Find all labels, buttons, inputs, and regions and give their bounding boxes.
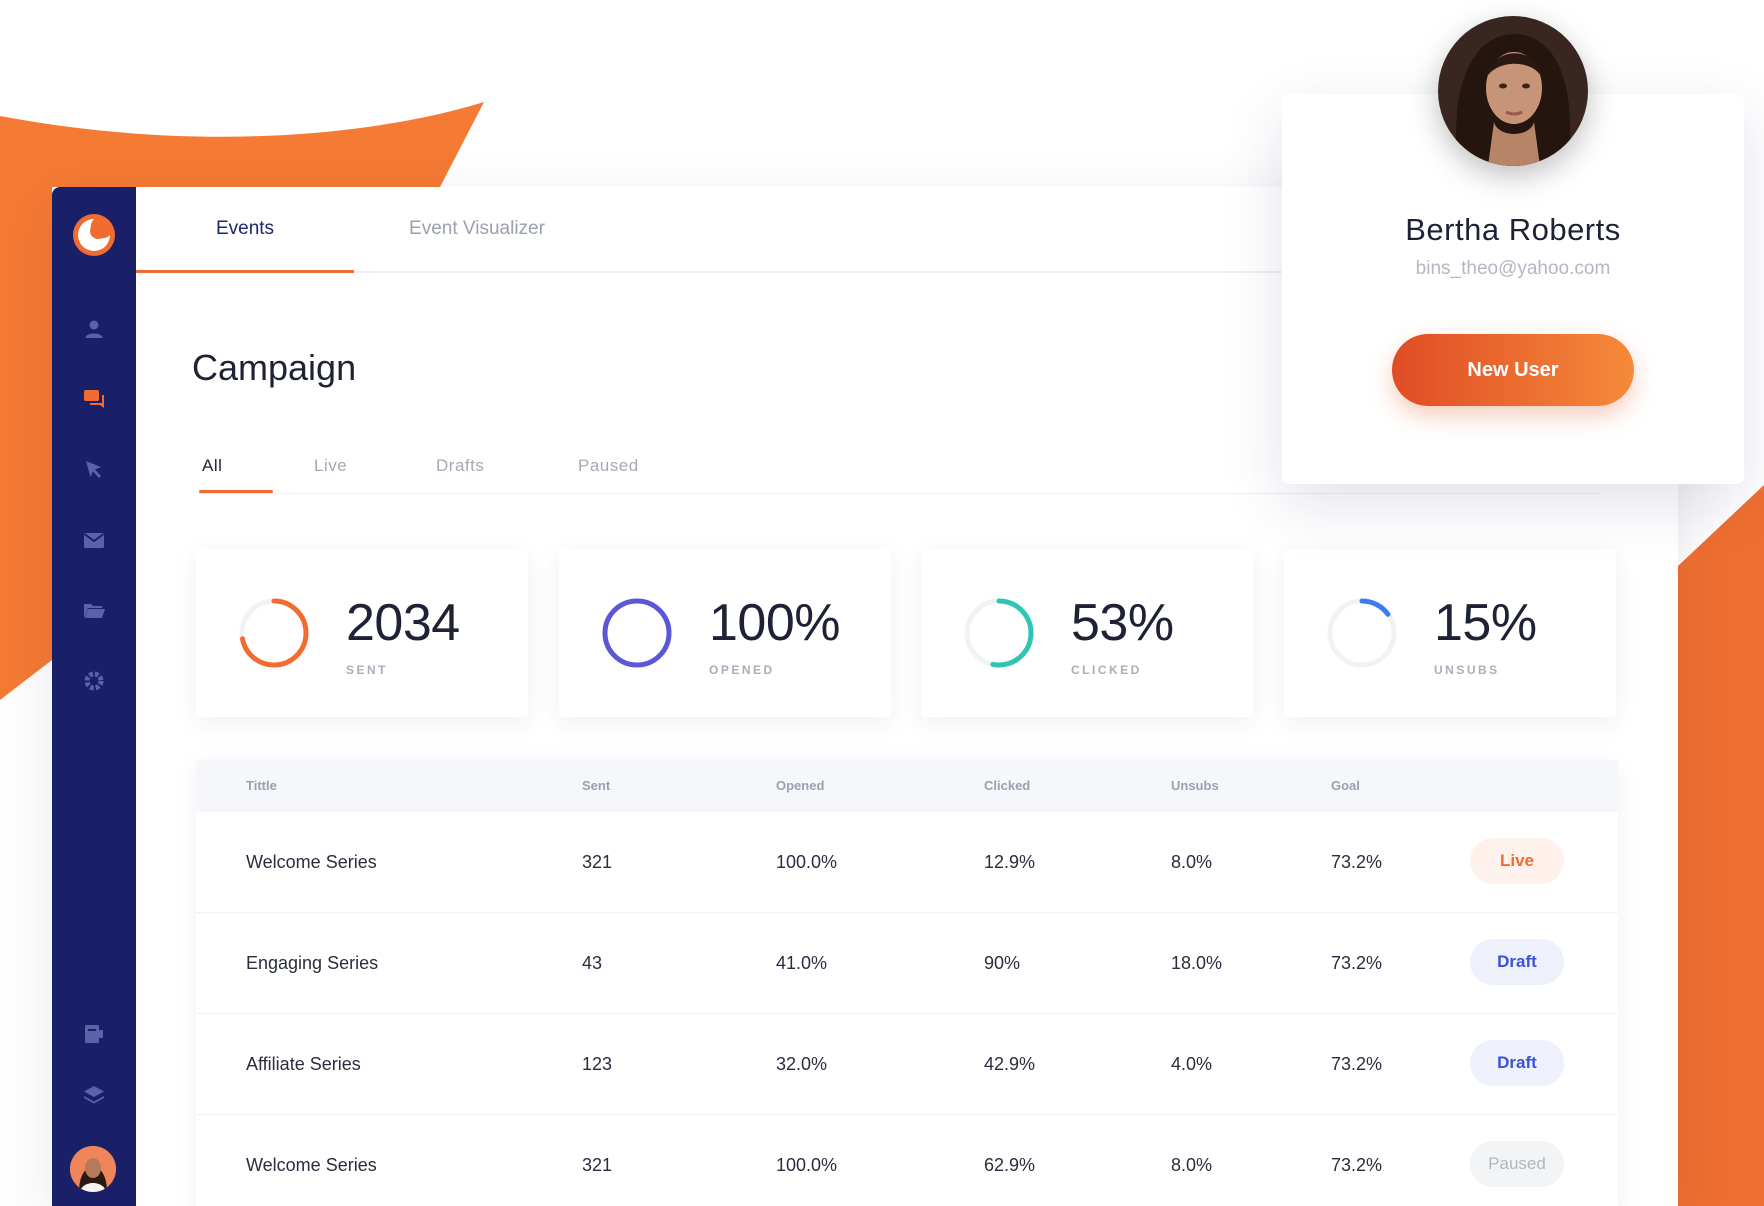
stat-label: OPENED xyxy=(709,663,775,677)
column-header-goal[interactable]: Goal xyxy=(1331,778,1360,793)
filter-paused[interactable]: Paused xyxy=(578,456,639,475)
cell-opened: 100.0% xyxy=(776,852,838,872)
page-title: Campaign xyxy=(192,347,357,388)
cell-goal: 73.2% xyxy=(1331,852,1383,872)
tab-event-visualizer[interactable]: Event Visualizer xyxy=(409,218,545,239)
progress-arc xyxy=(239,598,309,668)
cell-goal: 73.2% xyxy=(1331,1155,1383,1175)
cell-opened: 32.0% xyxy=(776,1054,828,1074)
stat-card-unsubs: 15% UNSUBS xyxy=(1284,549,1616,717)
cell-sent: 321 xyxy=(582,852,613,872)
stat-label: CLICKED xyxy=(1071,663,1142,677)
filter-live[interactable]: Live xyxy=(314,456,348,475)
gear-icon[interactable] xyxy=(74,661,114,701)
stat-value: 53% xyxy=(1071,594,1174,652)
campaign-table: Tittle Sent Opened Clicked Unsubs Goal W… xyxy=(196,760,1618,1206)
column-header-opened[interactable]: Opened xyxy=(776,778,825,793)
progress-arc xyxy=(964,598,1034,668)
progress-ring xyxy=(1327,598,1397,668)
stat-value: 100% xyxy=(709,594,841,652)
cell-sent: 321 xyxy=(582,1155,613,1175)
cell-clicked: 42.9% xyxy=(984,1054,1036,1074)
filter-drafts[interactable]: Drafts xyxy=(436,456,485,475)
column-header-sent[interactable]: Sent xyxy=(582,778,611,793)
cell-sent: 123 xyxy=(582,1054,613,1074)
sidebar xyxy=(52,187,136,1206)
status-badge[interactable]: Live xyxy=(1470,838,1564,884)
cell-title: Engaging Series xyxy=(246,953,379,973)
cell-goal: 73.2% xyxy=(1331,953,1383,973)
cell-title: Affiliate Series xyxy=(246,1054,361,1074)
progress-arc xyxy=(1327,598,1397,668)
stat-card-sent: 2034 SENT xyxy=(196,549,528,717)
cell-goal: 73.2% xyxy=(1331,1054,1383,1074)
stat-label: SENT xyxy=(346,663,389,677)
status-badge[interactable]: Draft xyxy=(1470,1040,1564,1086)
table-row[interactable]: Engaging Series 43 41.0% 90% 18.0% 73.2%… xyxy=(196,913,1618,1014)
column-header-unsubs[interactable]: Unsubs xyxy=(1171,778,1219,793)
app-window: Events Event Visualizer Campaign All Liv… xyxy=(52,187,1678,1206)
user-name: Bertha Roberts xyxy=(1405,212,1621,247)
column-header-title[interactable]: Tittle xyxy=(246,778,277,793)
progress-ring xyxy=(602,598,672,668)
filter-tabs: All Live Drafts Paused xyxy=(198,449,1600,494)
cell-title: Welcome Series xyxy=(246,852,377,872)
new-user-button[interactable]: New User xyxy=(1392,334,1634,406)
cell-opened: 100.0% xyxy=(776,1155,838,1175)
progress-arc xyxy=(602,598,672,668)
document-icon[interactable] xyxy=(74,1014,114,1054)
cell-unsubs: 4.0% xyxy=(1171,1054,1213,1074)
cell-clicked: 90% xyxy=(984,953,1021,973)
layers-icon[interactable] xyxy=(74,1075,114,1115)
stat-value: 15% xyxy=(1434,594,1537,652)
tab-events[interactable]: Events xyxy=(136,187,354,273)
table-header: Tittle Sent Opened Clicked Unsubs Goal xyxy=(196,760,1618,812)
cell-clicked: 12.9% xyxy=(984,852,1036,872)
stat-label: UNSUBS xyxy=(1434,663,1500,677)
user-icon[interactable] xyxy=(74,309,114,349)
table-row[interactable]: Affiliate Series 123 32.0% 42.9% 4.0% 73… xyxy=(196,1014,1618,1115)
cell-sent: 43 xyxy=(582,953,603,973)
status-badge[interactable]: Paused xyxy=(1470,1141,1564,1187)
mail-icon[interactable] xyxy=(74,520,114,560)
stat-card-opened: 100% OPENED xyxy=(559,549,891,717)
table-row[interactable]: Welcome Series 321 100.0% 62.9% 8.0% 73.… xyxy=(196,1115,1618,1206)
status-badge[interactable]: Draft xyxy=(1470,939,1564,985)
cell-opened: 41.0% xyxy=(776,953,828,973)
table-row[interactable]: Welcome Series 321 100.0% 12.9% 8.0% 73.… xyxy=(196,812,1618,913)
user-email: bins_theo@yahoo.com xyxy=(1415,258,1611,279)
logo-icon[interactable] xyxy=(72,213,116,257)
cell-clicked: 62.9% xyxy=(984,1155,1036,1175)
filter-all-label: All xyxy=(202,456,223,475)
filter-all[interactable]: All xyxy=(199,449,273,493)
folder-icon[interactable] xyxy=(74,590,114,630)
user-avatar xyxy=(1438,16,1588,166)
user-profile-card: Bertha Roberts bins_theo@yahoo.com New U… xyxy=(1282,94,1744,484)
chat-icon[interactable] xyxy=(74,379,114,419)
top-tabs: Events Event Visualizer xyxy=(136,187,1678,273)
stat-card-clicked: 53% CLICKED xyxy=(921,549,1253,717)
cell-unsubs: 18.0% xyxy=(1171,953,1223,973)
stat-value: 2034 xyxy=(346,594,460,652)
avatar[interactable] xyxy=(70,1146,116,1192)
progress-ring xyxy=(239,598,309,668)
cell-title: Welcome Series xyxy=(246,1155,377,1175)
column-header-clicked[interactable]: Clicked xyxy=(984,778,1031,793)
cell-unsubs: 8.0% xyxy=(1171,852,1213,872)
cursor-icon[interactable] xyxy=(74,450,114,490)
cell-unsubs: 8.0% xyxy=(1171,1155,1213,1175)
progress-ring xyxy=(964,598,1034,668)
